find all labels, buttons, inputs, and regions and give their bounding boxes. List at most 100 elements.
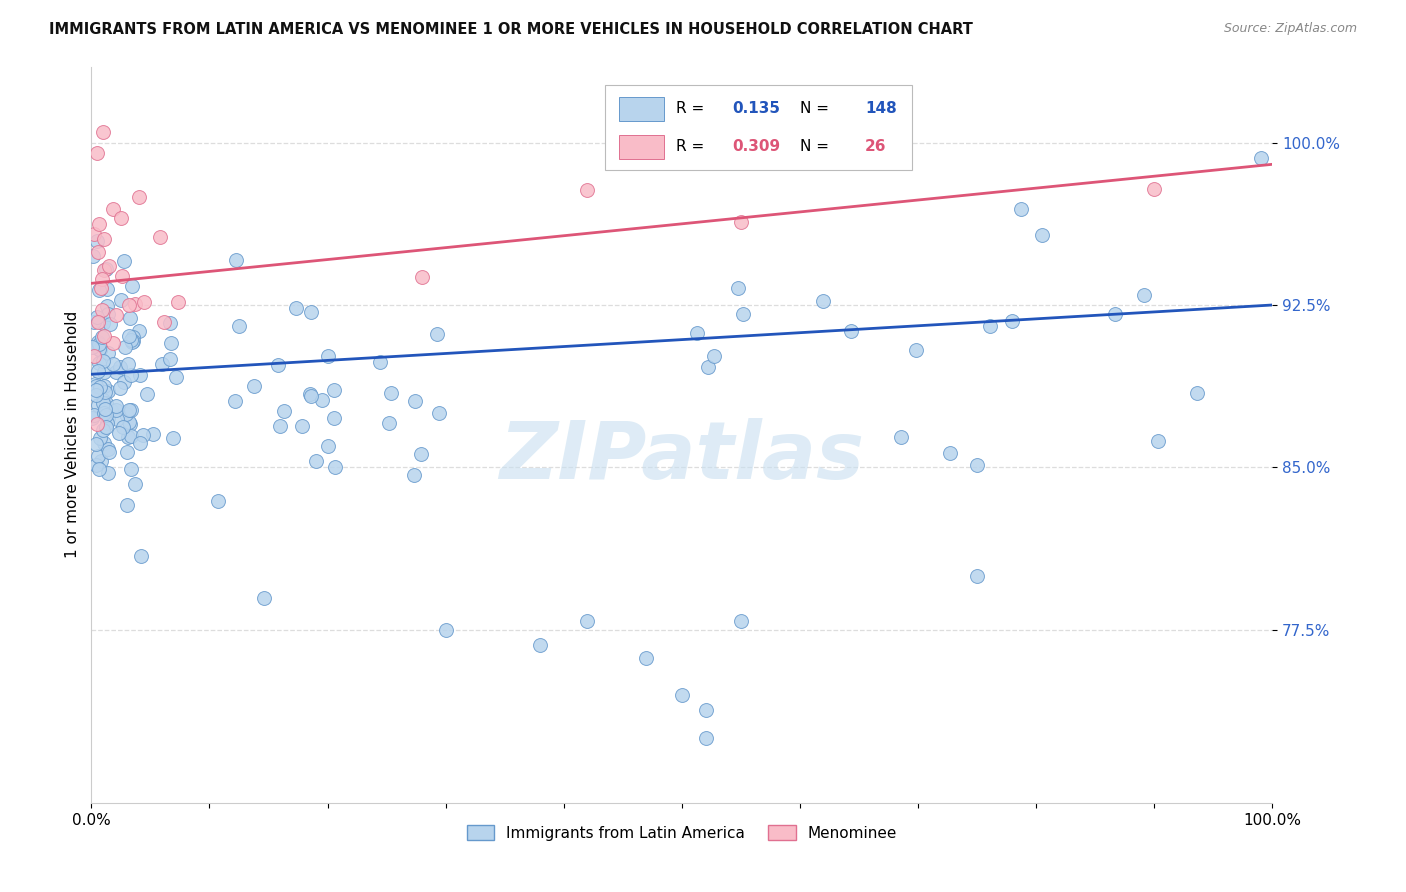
Point — [727, 281, 749, 295]
Point — [87, 342, 110, 356]
Point — [97, 384, 120, 399]
Point — [120, 417, 142, 432]
Point — [253, 591, 276, 606]
Point — [108, 360, 131, 375]
Point — [117, 430, 139, 444]
Point — [686, 326, 709, 341]
Point — [105, 309, 128, 323]
Point — [86, 146, 108, 161]
Y-axis label: 1 or more Vehicles in Household: 1 or more Vehicles in Household — [65, 311, 80, 558]
Point — [142, 426, 165, 441]
Point — [966, 458, 988, 473]
Point — [87, 245, 110, 260]
Text: IMMIGRANTS FROM LATIN AMERICA VS MENOMINEE 1 OR MORE VEHICLES IN HOUSEHOLD CORRE: IMMIGRANTS FROM LATIN AMERICA VS MENOMIN… — [49, 22, 973, 37]
Point — [695, 703, 717, 717]
Point — [101, 202, 124, 216]
Point — [426, 327, 449, 342]
Point — [1001, 314, 1024, 328]
Point — [93, 329, 115, 343]
Point — [89, 283, 111, 297]
Point — [939, 446, 962, 460]
Point — [118, 310, 141, 325]
Point — [115, 407, 138, 421]
Point — [122, 334, 145, 348]
Point — [103, 357, 125, 371]
Point — [159, 335, 181, 350]
Point — [98, 317, 121, 331]
Point — [80, 340, 103, 354]
Point — [89, 380, 111, 394]
Text: 26: 26 — [865, 139, 886, 154]
Point — [323, 411, 346, 425]
Point — [368, 355, 391, 369]
Point — [695, 731, 717, 745]
Point — [305, 454, 328, 468]
Point — [124, 297, 146, 311]
Point — [97, 345, 120, 359]
Point — [84, 388, 107, 402]
Point — [323, 383, 346, 397]
Point — [311, 393, 333, 408]
Text: N =: N = — [800, 139, 834, 154]
Point — [576, 183, 599, 197]
Point — [404, 394, 426, 409]
Legend: Immigrants from Latin America, Menominee: Immigrants from Latin America, Menominee — [461, 819, 903, 847]
Point — [105, 402, 128, 417]
Point — [890, 430, 912, 444]
Point — [299, 388, 322, 402]
Point — [318, 439, 340, 453]
Point — [86, 417, 108, 431]
Point — [159, 351, 181, 366]
Point — [91, 272, 114, 286]
Point — [118, 298, 141, 312]
Point — [150, 357, 173, 371]
Point — [87, 398, 110, 412]
Text: 0.135: 0.135 — [733, 102, 780, 116]
Point — [118, 416, 141, 430]
Point — [132, 294, 155, 309]
Point — [86, 437, 108, 451]
Point — [112, 375, 135, 389]
Point — [671, 688, 693, 702]
Point — [1132, 288, 1154, 302]
Point — [316, 349, 339, 363]
Point — [105, 365, 128, 379]
Point — [94, 420, 117, 434]
Point — [730, 614, 752, 628]
Point — [97, 444, 120, 458]
Point — [402, 468, 425, 483]
Point — [1185, 385, 1208, 400]
Point — [91, 125, 114, 139]
Point — [121, 279, 143, 293]
Point — [83, 409, 105, 423]
Point — [89, 336, 111, 351]
Point — [93, 365, 115, 379]
Point — [228, 318, 250, 333]
Point — [96, 299, 118, 313]
Point — [576, 614, 599, 628]
Point — [96, 261, 118, 276]
Point — [299, 305, 322, 319]
Point — [224, 394, 246, 409]
Text: N =: N = — [800, 102, 834, 116]
Point — [904, 343, 927, 357]
Point — [90, 281, 112, 295]
Point — [110, 293, 132, 307]
Point — [159, 316, 181, 330]
Point — [83, 315, 105, 329]
Point — [225, 252, 247, 267]
Point — [93, 435, 115, 450]
Point — [112, 420, 135, 434]
Text: Source: ZipAtlas.com: Source: ZipAtlas.com — [1223, 22, 1357, 36]
Point — [96, 411, 118, 425]
Point — [128, 324, 150, 338]
Point — [120, 462, 142, 476]
Point — [108, 425, 131, 440]
Point — [529, 638, 551, 652]
Point — [84, 458, 107, 472]
Point — [121, 334, 143, 349]
Point — [697, 360, 720, 375]
Point — [91, 303, 114, 318]
Point — [93, 263, 115, 277]
Point — [122, 330, 145, 344]
